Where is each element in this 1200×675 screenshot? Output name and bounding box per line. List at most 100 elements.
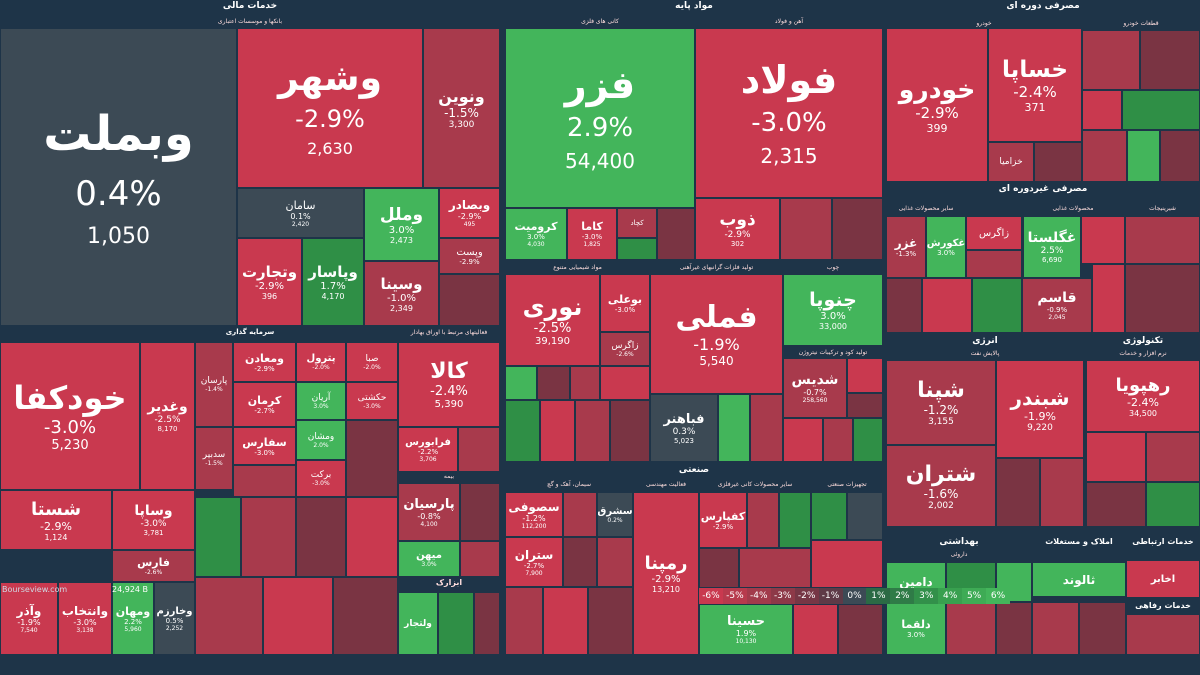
tile-shasta[interactable]: شستا -2.9% 1,124 (0, 490, 112, 550)
tile-small[interactable] (233, 465, 296, 497)
sector-header-welfare[interactable]: خدمات رفاهی (1135, 601, 1191, 610)
tile-vpost[interactable]: وپست -2.9% (439, 238, 500, 274)
tile-small[interactable] (1082, 30, 1140, 90)
tile-small[interactable] (739, 548, 811, 588)
tile-small[interactable] (853, 418, 883, 462)
sector-header-financial[interactable]: خدمات مالی (222, 1, 278, 11)
tile-small[interactable] (540, 400, 575, 462)
tile-sodbir[interactable]: سدبیر -1.5% (195, 427, 233, 490)
tile-small[interactable] (747, 492, 779, 548)
tile-small[interactable] (750, 394, 783, 462)
tile-small[interactable] (543, 587, 588, 655)
sector-header-health[interactable]: بهداشتی (939, 537, 979, 547)
tile-small[interactable] (1092, 264, 1125, 333)
tile-zob[interactable]: ذوب -2.9% 302 (695, 198, 780, 260)
tile-fezer[interactable]: فزر 2.9% 54,400 (505, 28, 695, 208)
tile-small[interactable] (1034, 142, 1082, 182)
tile-hasina[interactable]: حسینا 1.9% 10,130 (699, 604, 793, 655)
tile-buali[interactable]: بوعلی -3.0% (600, 274, 650, 332)
tile-zagros-chem[interactable]: زاگرس -2.6% (600, 332, 650, 366)
tile-shepna[interactable]: شپنا -1.2% 3,155 (886, 360, 996, 445)
tile-kchad[interactable]: کچاد (617, 208, 657, 238)
tile-saba[interactable]: صبا -2.0% (346, 342, 398, 382)
tile-small[interactable] (570, 366, 600, 400)
tile-vpasar[interactable]: وپاسار 1.7% 4,170 (302, 238, 364, 326)
tile-chenopa[interactable]: چنوپا 3.0% 33,000 (783, 274, 883, 346)
tile-small[interactable] (460, 483, 500, 541)
tile-small[interactable] (946, 602, 996, 655)
tile-small[interactable] (563, 537, 597, 587)
tile-small[interactable] (1122, 90, 1200, 130)
tile-ghkorosh[interactable]: غکورش 3.0% (926, 216, 966, 278)
tile-vshahr[interactable]: وشهر -2.9% 2,630 (237, 28, 423, 188)
tile-small[interactable] (1081, 216, 1125, 264)
tile-small[interactable] (718, 394, 750, 462)
tile-small[interactable] (617, 238, 657, 260)
tile-kromit[interactable]: کرومیت 3.0% 4,030 (505, 208, 567, 260)
tile-kala[interactable]: کالا -2.4% 5,390 (398, 342, 500, 427)
tile-small[interactable] (847, 358, 883, 393)
tile-khzamia[interactable]: خزامیا (988, 142, 1034, 182)
tile-ghasem[interactable]: قاسم -0.9% 2,045 (1022, 278, 1092, 333)
tile-small[interactable] (811, 492, 847, 540)
tile-small[interactable] (779, 492, 811, 548)
tile-vmelal[interactable]: وملل 3.0% 2,473 (364, 188, 439, 261)
tile-vmaaden[interactable]: ومعادن -2.9% (233, 342, 296, 382)
tile-small[interactable] (1086, 482, 1146, 527)
tile-vbmellat[interactable]: وبملت 0.4% 1,050 (0, 28, 237, 326)
sector-header-energy[interactable]: انرژی (972, 336, 998, 346)
tile-small[interactable] (780, 198, 832, 260)
tile-small[interactable] (972, 278, 1022, 333)
tile-small[interactable] (333, 577, 398, 655)
tile-shtaran[interactable]: شتران -1.6% 2,002 (886, 445, 996, 527)
tile-ghgolsta[interactable]: غگلستا 2.5% 6,690 (1023, 216, 1081, 278)
tile-small[interactable] (563, 492, 597, 537)
tile-small[interactable] (996, 602, 1032, 655)
tile-khsapa[interactable]: خساپا -2.4% 371 (988, 28, 1082, 142)
tile-small[interactable] (1125, 264, 1200, 333)
tile-small[interactable] (1125, 216, 1200, 264)
tile-small[interactable] (241, 497, 296, 577)
tile-zagros[interactable]: زاگرس (966, 216, 1022, 250)
tile-small[interactable] (505, 366, 537, 400)
tile-hkeshti[interactable]: حکشتی -3.0% (346, 382, 398, 420)
tile-rampna[interactable]: رمپنا -2.9% 13,210 (633, 492, 699, 655)
tile-vsina[interactable]: وسینا -1.0% 2,349 (364, 261, 439, 326)
tile-small[interactable] (600, 366, 650, 400)
tile-small[interactable] (1146, 432, 1200, 482)
tile-small[interactable] (1079, 602, 1126, 655)
tile-vtejarat[interactable]: وتجارت -2.9% 396 (237, 238, 302, 326)
tile-kama[interactable]: کاما -3.0% 1,825 (567, 208, 617, 260)
tile-vlatjar[interactable]: ولتجار (398, 592, 438, 655)
tile-small[interactable] (597, 537, 633, 587)
tile-small[interactable] (1146, 482, 1200, 527)
tile-vantekhab[interactable]: وانتخاب -3.0% 3,138 (58, 582, 112, 655)
tile-ghazar[interactable]: غزر -1.3% (886, 216, 926, 278)
sector-header-noncyclical[interactable]: مصرفی غیردوره ای (998, 184, 1088, 194)
tile-small[interactable] (296, 497, 346, 577)
tile-vmahan[interactable]: ومهان 2.2% 5,960 (112, 582, 154, 655)
tile-small[interactable] (1160, 130, 1200, 182)
tile-vsapa[interactable]: وساپا -3.0% 3,781 (112, 490, 195, 550)
tile-small[interactable] (195, 497, 241, 577)
tile-vazar[interactable]: وآذر -1.9% 7,540 (0, 582, 58, 655)
tile-small[interactable] (588, 587, 633, 655)
tile-small[interactable] (346, 497, 398, 577)
sector-header-investment[interactable]: سرمایه گذاری (225, 328, 275, 336)
tile-khodkafa[interactable]: خودکفا -3.0% 5,230 (0, 342, 140, 490)
tile-small[interactable] (847, 393, 883, 418)
tile-sturan[interactable]: ستران -2.7% 7,900 (505, 537, 563, 587)
sector-header-industrial[interactable]: صنعتی (678, 465, 710, 475)
tile-small[interactable] (1086, 432, 1146, 482)
tile-small[interactable] (838, 604, 883, 655)
tile-mihan[interactable]: میهن 3.0% (398, 541, 460, 577)
tile-small[interactable] (847, 492, 883, 540)
tile-arian[interactable]: آریان 3.0% (296, 382, 346, 420)
tile-small[interactable] (783, 418, 823, 462)
tile-small[interactable] (439, 274, 500, 326)
tile-small[interactable] (811, 540, 883, 588)
sector-header-cyclical[interactable]: مصرفی دوره ای (1006, 1, 1080, 11)
tile-small[interactable] (474, 592, 500, 655)
tile-fameli[interactable]: فملی -1.9% 5,540 (650, 274, 783, 394)
tile-vnovin[interactable]: ونوین -1.5% 3,300 (423, 28, 500, 188)
